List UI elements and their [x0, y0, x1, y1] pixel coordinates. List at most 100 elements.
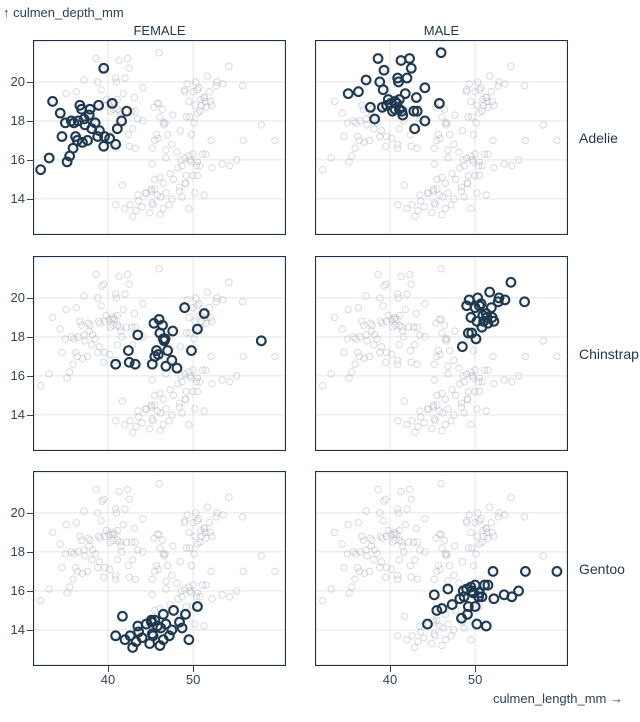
background-point — [200, 524, 208, 533]
background-point — [395, 536, 404, 544]
background-point — [180, 85, 189, 94]
background-point — [382, 348, 391, 357]
background-point — [132, 422, 140, 431]
background-point — [382, 532, 391, 541]
background-point — [469, 346, 478, 355]
background-point — [56, 109, 65, 117]
background-point — [490, 163, 498, 172]
background-point — [177, 372, 185, 380]
data-point-chinstrap-female — [110, 358, 122, 370]
background-point — [111, 571, 120, 580]
background-point — [125, 142, 134, 151]
background-point — [441, 395, 450, 404]
background-point — [445, 130, 454, 139]
background-point — [479, 95, 487, 104]
background-point — [393, 290, 402, 298]
data-point-adelie-male — [411, 105, 423, 117]
background-point — [349, 117, 358, 125]
background-point — [403, 420, 411, 429]
y-tick-label: 18 — [10, 543, 25, 559]
background-point — [94, 317, 103, 326]
background-point — [390, 315, 398, 324]
background-point — [200, 191, 208, 199]
background-point — [508, 162, 516, 170]
background-point — [232, 372, 241, 380]
background-point — [462, 85, 471, 94]
background-point — [433, 391, 441, 400]
background-point — [111, 530, 119, 539]
background-point — [200, 524, 208, 533]
background-point — [159, 395, 168, 404]
background-point — [539, 337, 548, 345]
background-point — [102, 311, 111, 320]
background-point — [69, 575, 77, 583]
background-point — [131, 144, 139, 152]
background-point — [436, 350, 444, 359]
data-point-adelie-female — [83, 109, 95, 121]
background-point — [440, 536, 449, 544]
background-point — [180, 516, 189, 525]
background-point — [474, 378, 483, 386]
background-point — [406, 561, 415, 570]
background-point — [185, 152, 193, 160]
background-point — [393, 417, 402, 425]
data-point-gentoo-female — [166, 624, 178, 636]
background-point — [438, 173, 446, 182]
background-point — [464, 171, 473, 180]
background-point — [490, 101, 498, 110]
background-point — [376, 532, 385, 541]
background-point — [363, 552, 371, 560]
background-point — [106, 538, 115, 546]
background-point — [391, 536, 399, 544]
background-point — [69, 144, 77, 152]
background-point — [111, 575, 120, 583]
background-point — [457, 403, 466, 411]
background-point — [430, 575, 439, 583]
background-point — [191, 532, 199, 541]
background-point — [168, 111, 177, 119]
background-point — [443, 119, 451, 127]
background-point — [485, 72, 494, 80]
background-point — [124, 346, 133, 355]
background-point — [95, 557, 104, 566]
background-point — [190, 335, 198, 343]
background-point — [467, 635, 475, 644]
background-point — [65, 368, 74, 376]
background-point — [185, 156, 194, 164]
data-point-adelie-female — [111, 123, 123, 135]
background-point — [456, 379, 464, 388]
background-point — [109, 528, 117, 537]
y-tick-label: 20 — [10, 504, 25, 520]
background-point — [391, 528, 399, 537]
background-point — [108, 315, 116, 324]
data-point-adelie-female — [67, 142, 79, 154]
background-point — [138, 202, 146, 211]
background-point — [431, 201, 439, 209]
background-point — [443, 550, 451, 558]
background-point — [99, 64, 108, 73]
background-point — [441, 119, 450, 127]
background-point — [393, 505, 402, 513]
y-tick-mark — [27, 375, 33, 377]
background-point — [363, 337, 371, 345]
background-point — [410, 555, 419, 564]
background-point — [193, 540, 202, 548]
background-point — [239, 352, 248, 361]
background-point — [200, 309, 208, 318]
background-point — [208, 101, 216, 110]
data-point-adelie-female — [65, 115, 77, 127]
background-point — [175, 399, 184, 407]
background-point — [168, 542, 177, 550]
data-point-adelie-male — [404, 53, 415, 64]
background-point — [105, 530, 113, 539]
background-point — [257, 337, 266, 345]
background-point — [471, 150, 479, 158]
background-point — [71, 348, 80, 357]
background-point — [457, 183, 466, 191]
background-point — [191, 189, 199, 197]
background-point — [226, 162, 234, 170]
background-point — [440, 321, 449, 329]
background-point — [113, 555, 122, 564]
background-point — [447, 417, 456, 425]
background-point — [151, 401, 159, 409]
